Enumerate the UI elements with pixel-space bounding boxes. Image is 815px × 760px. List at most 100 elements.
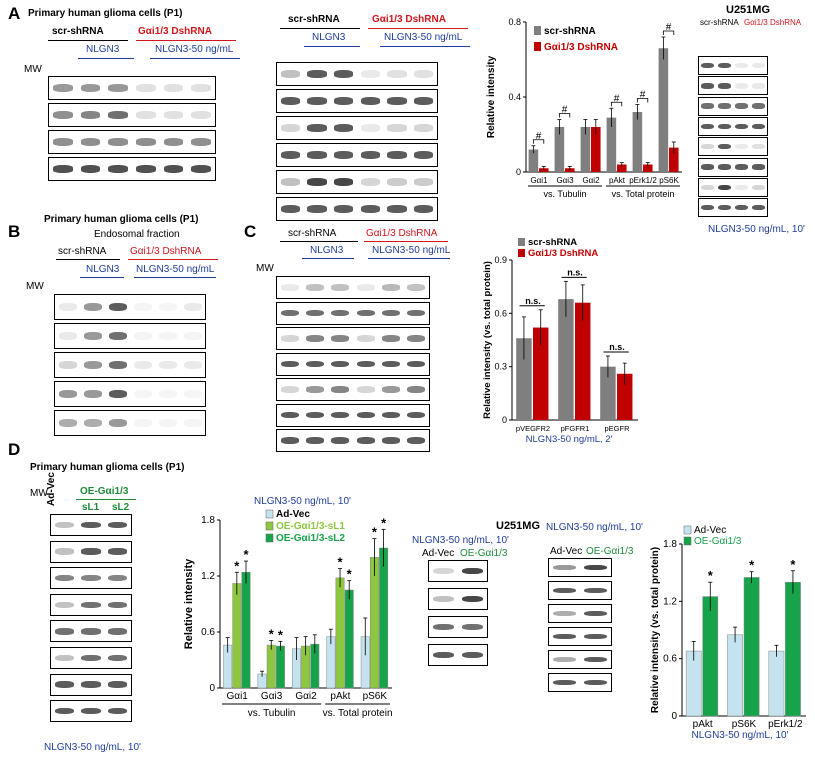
blot-band <box>108 84 129 92</box>
blot-strip <box>54 352 206 378</box>
blot-band <box>381 386 401 393</box>
panel-a-nlgn3-line <box>78 58 134 59</box>
bar <box>591 127 601 172</box>
panel-d-oe-lane: OE-Gαi1/3 <box>80 486 129 497</box>
blot-band <box>305 360 325 368</box>
blot-band <box>83 390 102 398</box>
blot-band <box>387 151 407 159</box>
blot-band <box>331 309 350 317</box>
panel-a-mw: MW <box>24 64 42 75</box>
blot-band <box>81 548 101 555</box>
blot-strip <box>548 604 612 623</box>
blot-band <box>701 103 714 109</box>
blot-band <box>191 84 212 92</box>
y-tick-label: 0.3 <box>494 362 507 372</box>
blot-band <box>584 564 607 571</box>
blot-band <box>387 70 407 78</box>
blot-band <box>183 303 202 311</box>
panel-a-nlgn3-label: NLGN3 <box>86 44 120 55</box>
blot-band <box>407 335 426 342</box>
legend-label: Gαi1/3 DshRNA <box>528 248 598 259</box>
panel-a-mid-scr-label: scr-shRNA <box>288 14 340 25</box>
blot-strip <box>276 378 430 401</box>
blot-band <box>54 681 74 688</box>
blot-strip <box>50 647 132 669</box>
blot-band <box>433 651 454 659</box>
blot-band <box>58 303 77 311</box>
blot-band <box>163 84 184 92</box>
blot-band <box>553 610 576 617</box>
bar <box>743 577 760 717</box>
bar <box>533 327 549 420</box>
blot-band <box>414 124 434 132</box>
blot-band <box>331 284 350 291</box>
blot-band <box>584 587 607 594</box>
blot-strip <box>276 89 438 113</box>
significance-star: * <box>243 547 249 562</box>
blot-strip <box>276 403 430 427</box>
panel-b-subtitle: Endosomal fraction <box>94 229 180 240</box>
blot-band <box>701 62 714 69</box>
blot-band <box>584 679 607 686</box>
group-label: vs. Tubulin <box>248 708 296 719</box>
blot-band <box>80 84 101 92</box>
panel-a-scr-label: scr-shRNA <box>52 26 104 37</box>
panel-d-sl2-lane: sL2 <box>112 502 130 513</box>
blot-strip <box>54 381 206 407</box>
blot-strip <box>698 198 768 218</box>
blot-band <box>135 165 156 173</box>
blot-band <box>280 360 299 368</box>
bar <box>528 149 539 172</box>
bar <box>232 583 242 689</box>
blot-strip <box>54 294 206 320</box>
blot-band <box>108 681 128 688</box>
blot-band <box>307 205 327 213</box>
blot-band <box>54 654 74 662</box>
panel-c-nlgn350-label: NLGN3-50 ng/mL <box>372 245 451 256</box>
blot-band <box>52 165 73 173</box>
blot-strip <box>50 567 132 590</box>
blot-strip <box>50 593 132 616</box>
blot-band <box>356 335 375 342</box>
blot-band <box>108 574 128 582</box>
blot-strip <box>698 177 768 197</box>
category-label: pS6K <box>659 176 679 185</box>
bar <box>606 117 617 172</box>
legend-label: scr-shRNA <box>528 237 577 248</box>
blot-band <box>718 103 731 109</box>
blot-strip <box>698 137 768 157</box>
significance-star: * <box>269 626 275 641</box>
legend-swatch <box>265 533 274 543</box>
blot-band <box>381 284 401 291</box>
panel-d-mw: MW <box>30 488 48 499</box>
blot-strip <box>548 627 612 646</box>
group-label: vs. Tubulin <box>543 189 586 199</box>
blot-strip <box>276 429 430 452</box>
blot-band <box>83 303 102 311</box>
blot-band <box>81 681 101 688</box>
blot-strip <box>428 560 488 582</box>
blot-band <box>407 360 426 368</box>
legend-swatch <box>518 238 525 246</box>
blot-band <box>280 437 299 444</box>
blot-band <box>305 437 325 444</box>
y-axis-label: Relative intensity (vs. total protein) <box>650 547 661 713</box>
bar <box>575 302 591 420</box>
panel-a-mid-nlgn3-label: NLGN3 <box>312 32 346 43</box>
blot-band <box>407 386 426 393</box>
panel-b-mw: MW <box>26 281 44 292</box>
blot-band <box>280 386 299 393</box>
blot-band <box>360 124 380 132</box>
y-tick-label: 1.2 <box>663 596 677 607</box>
y-tick-label: 0.6 <box>663 654 677 665</box>
y-tick-label: 0.8 <box>508 17 521 27</box>
bar <box>241 572 251 689</box>
blot-band <box>701 83 714 89</box>
blot-band <box>108 628 128 635</box>
bar <box>685 650 702 717</box>
blot-strip <box>428 644 488 666</box>
bar <box>275 645 285 689</box>
blot-strip <box>428 588 488 610</box>
y-tick-label: 0.4 <box>508 92 521 102</box>
